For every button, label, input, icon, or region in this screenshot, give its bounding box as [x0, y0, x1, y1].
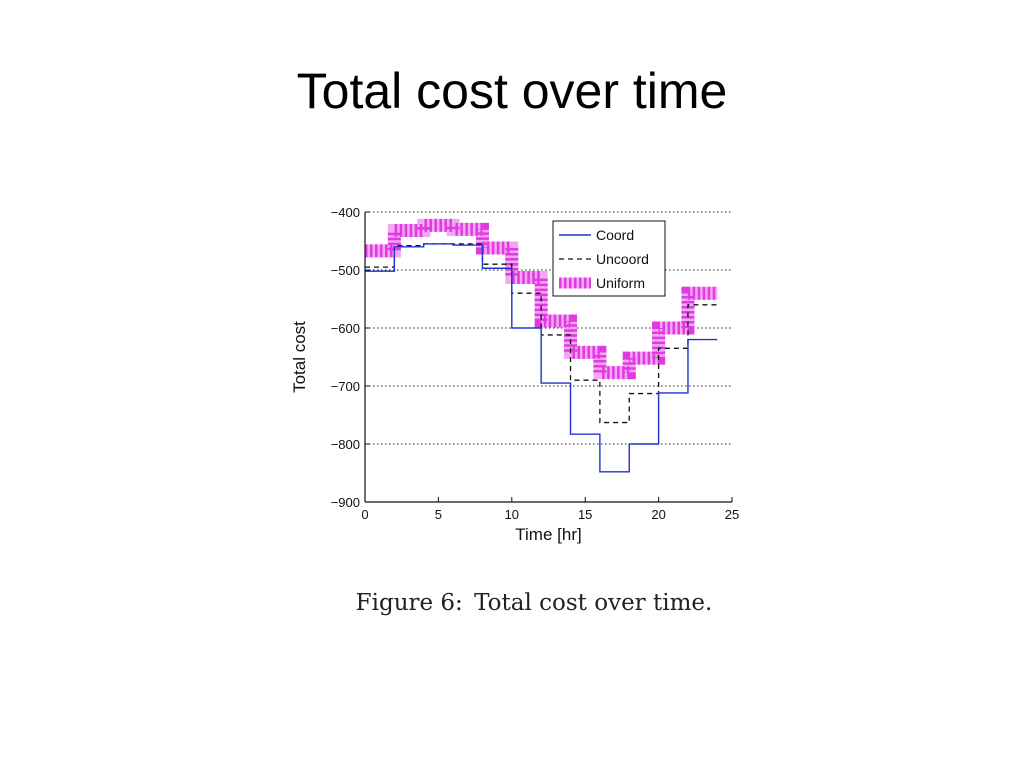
x-tick-label: 25 [725, 507, 739, 522]
y-tick-label: −800 [331, 437, 360, 452]
series-line-coord [365, 243, 718, 473]
x-tick-label: 15 [578, 507, 592, 522]
x-tick-label: 5 [435, 507, 442, 522]
x-tick-label: 0 [361, 507, 368, 522]
legend-label-uniform: Uniform [596, 275, 645, 291]
x-axis-label: Time [hr] [515, 525, 581, 544]
y-tick-label: −500 [331, 263, 360, 278]
y-tick-label: −400 [331, 205, 360, 220]
y-tick-label: −700 [331, 379, 360, 394]
x-tick-label: 20 [651, 507, 665, 522]
figure-caption: Figure 6: Total cost over time. [0, 590, 1024, 616]
caption-label: Figure 6: [355, 590, 463, 616]
caption-text: Total cost over time. [474, 590, 713, 616]
y-tick-label: −900 [331, 495, 360, 510]
legend-label-coord: Coord [596, 227, 634, 243]
slide-title: Total cost over time [296, 63, 728, 119]
y-axis-label: Total cost [290, 321, 309, 393]
legend-label-uncoord: Uncoord [596, 251, 649, 267]
y-tick-label: −600 [331, 321, 360, 336]
x-tick-label: 10 [505, 507, 519, 522]
